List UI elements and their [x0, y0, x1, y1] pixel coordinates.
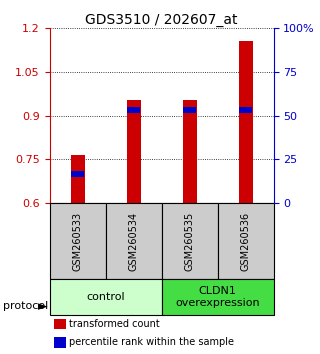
FancyBboxPatch shape — [162, 203, 218, 279]
Text: CLDN1
overexpression: CLDN1 overexpression — [175, 286, 260, 308]
Bar — [239, 107, 252, 113]
FancyBboxPatch shape — [106, 203, 162, 279]
Title: GDS3510 / 202607_at: GDS3510 / 202607_at — [85, 13, 238, 27]
FancyBboxPatch shape — [50, 203, 106, 279]
Bar — [54, 337, 67, 348]
Bar — [71, 171, 84, 177]
Text: GSM260534: GSM260534 — [129, 212, 139, 271]
Text: percentile rank within the sample: percentile rank within the sample — [69, 337, 234, 347]
Text: GSM260535: GSM260535 — [185, 212, 195, 271]
Bar — [239, 41, 252, 203]
Text: GSM260536: GSM260536 — [241, 212, 251, 271]
Text: ►: ► — [38, 300, 48, 313]
FancyBboxPatch shape — [50, 279, 162, 315]
Bar — [127, 100, 140, 203]
Text: transformed count: transformed count — [69, 319, 159, 329]
Text: control: control — [86, 292, 125, 302]
Bar — [183, 107, 196, 113]
FancyBboxPatch shape — [162, 279, 274, 315]
Bar — [183, 100, 196, 203]
Text: protocol: protocol — [3, 301, 48, 311]
Bar — [127, 107, 140, 113]
Bar — [71, 155, 84, 203]
Bar — [54, 319, 67, 329]
Text: GSM260533: GSM260533 — [73, 212, 83, 271]
FancyBboxPatch shape — [218, 203, 274, 279]
